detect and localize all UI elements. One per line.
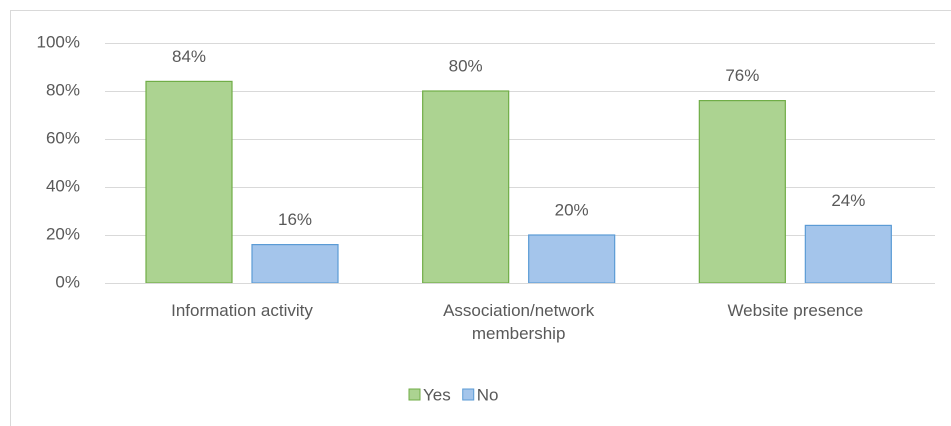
legend-swatch <box>408 388 421 401</box>
x-tick-label: Website presence <box>727 301 864 320</box>
value-label: 84% <box>172 47 206 66</box>
value-label: 16% <box>278 210 312 229</box>
y-tick-label: 40% <box>46 176 80 195</box>
y-tick-label: 100% <box>37 32 80 51</box>
legend-label: Yes <box>423 385 451 404</box>
value-label: 80% <box>449 56 483 75</box>
y-tick-label: 0% <box>55 272 80 291</box>
y-tick-label: 60% <box>46 128 80 147</box>
value-label: 24% <box>831 191 865 210</box>
y-tick-label: 80% <box>46 80 80 99</box>
x-tick-label-box: Website presence <box>727 301 864 320</box>
bar <box>422 90 510 284</box>
x-tick-label: Information activity <box>171 301 313 320</box>
bar <box>698 99 786 284</box>
bar <box>528 234 616 284</box>
x-tick-label-box: Association/network membership <box>443 301 595 343</box>
bar <box>145 80 233 284</box>
bar <box>251 244 339 284</box>
y-tick-label: 20% <box>46 224 80 243</box>
legend-swatch <box>462 388 475 401</box>
x-tick-label: Association/network membership <box>443 301 595 343</box>
legend-label: No <box>477 385 499 404</box>
value-label: 76% <box>725 66 759 85</box>
value-label: 20% <box>555 200 589 219</box>
x-tick-label-box: Information activity <box>171 301 313 320</box>
bar <box>804 224 892 284</box>
